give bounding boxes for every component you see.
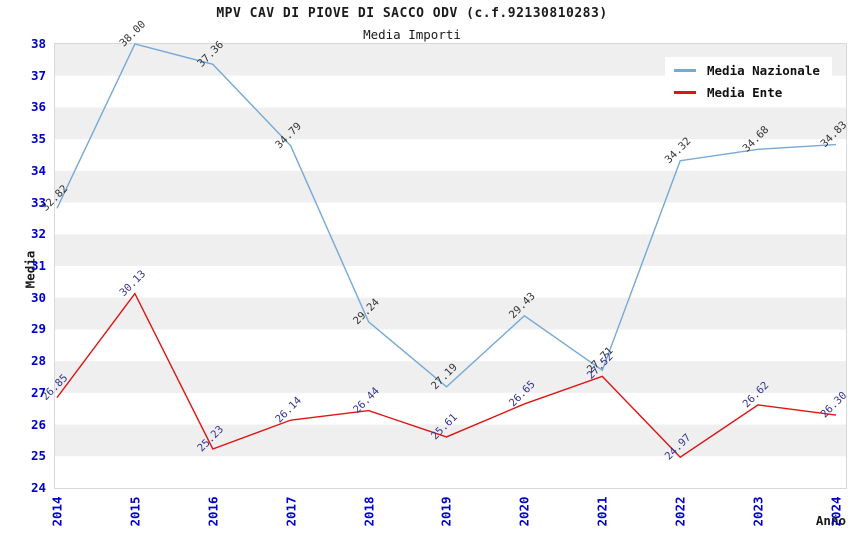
grid-band — [55, 234, 846, 266]
y-axis-tick: 32 — [30, 226, 46, 242]
x-axis-tick: 2022 — [660, 491, 700, 531]
x-axis-tick-label: 2015 — [127, 495, 143, 527]
x-axis-tick: 2018 — [349, 491, 389, 531]
plot-area: 32.82 38.00 37.36 34.79 29.24 27.19 29.43 27.71… — [39, 18, 849, 488]
y-axis-tick: 28 — [30, 353, 46, 369]
chart-title: MPV CAV DI PIOVE DI SACCO ODV (c.f.92130… — [216, 6, 608, 21]
x-axis-tick-label: 2017 — [283, 495, 299, 527]
grid-band — [55, 170, 846, 203]
legend-item-media-nazionale: Media Nazionale — [674, 63, 820, 78]
line-media-ente — [56, 292, 837, 459]
x-axis-tick-label: 2021 — [594, 495, 610, 527]
y-axis-tick: 34 — [30, 162, 46, 178]
x-axis-tick: 2019 — [427, 491, 467, 531]
point-label: 34.32 — [663, 135, 694, 166]
x-axis-label: Anno — [815, 513, 846, 528]
y-axis-tick: 27 — [30, 384, 46, 400]
x-axis-tick: 2015 — [115, 491, 155, 531]
y-axis-tick: 36 — [30, 99, 46, 115]
y-axis-tick: 33 — [30, 194, 46, 210]
x-axis-tick: 2014 — [37, 491, 77, 531]
y-axis-tick: 30 — [30, 289, 46, 305]
legend-line-sample-red — [674, 91, 696, 94]
grid-band — [55, 297, 846, 330]
grid-band — [55, 107, 846, 140]
y-axis-tick: 25 — [30, 448, 46, 464]
x-axis-tick-label: 2024 — [828, 495, 844, 527]
x-axis-tick-label: 2016 — [205, 495, 221, 527]
x-axis-tick: 2024 — [816, 491, 850, 531]
x-axis-tick: 2023 — [738, 491, 778, 531]
legend: Media Nazionale Media Ente — [665, 57, 832, 107]
legend-label: Media Nazionale — [707, 63, 820, 78]
y-axis-tick: 37 — [30, 67, 46, 83]
x-axis-tick-label: 2019 — [438, 495, 454, 527]
chart-subtitle: Media Importi — [363, 27, 461, 42]
y-axis-tick: 35 — [30, 131, 46, 147]
line-media-nazionale — [56, 43, 837, 388]
plot-canvas: 32.8238.0037.3634.7929.2427.1929.4327.71… — [39, 18, 849, 462]
legend-item-media-ente: Media Ente — [674, 85, 820, 100]
x-axis-tick: 2016 — [193, 491, 233, 531]
x-axis-tick: 2020 — [504, 491, 544, 531]
grid-band — [55, 361, 846, 393]
y-axis-tick: 38 — [30, 36, 46, 51]
x-axis-tick: 2017 — [271, 491, 311, 531]
x-axis-tick-label: 2014 — [49, 495, 65, 527]
x-axis-tick-label: 2023 — [750, 495, 766, 527]
point-label: 26.30 — [818, 390, 849, 421]
legend-label: Media Ente — [707, 85, 783, 100]
point-label: 30.13 — [117, 268, 148, 299]
x-axis-tick: 2021 — [582, 491, 622, 531]
y-axis-tick: 24 — [30, 480, 46, 495]
y-axis-tick: 29 — [30, 321, 46, 337]
y-axis-tick: 26 — [30, 416, 46, 432]
grid-band — [55, 424, 846, 457]
legend-line-sample-blue — [674, 69, 696, 72]
y-axis-tick: 31 — [30, 258, 46, 273]
x-axis-tick-label: 2020 — [516, 495, 532, 527]
x-axis-tick-label: 2022 — [672, 495, 688, 527]
x-axis-tick-label: 2018 — [361, 495, 377, 527]
